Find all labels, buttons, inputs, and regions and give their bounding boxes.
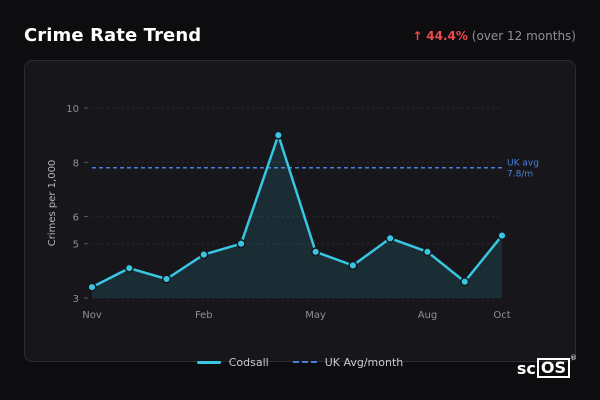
legend-swatch-dashed bbox=[292, 361, 317, 363]
legend-swatch-solid bbox=[196, 360, 221, 364]
brand-boxed: OS bbox=[536, 358, 570, 378]
data-point-6 bbox=[311, 247, 321, 257]
data-point-3 bbox=[199, 250, 209, 260]
data-point-1 bbox=[124, 263, 134, 273]
y-tick-label-1: 5 bbox=[73, 240, 79, 251]
series-area bbox=[92, 135, 502, 298]
y-tick-label-4: 10 bbox=[66, 104, 79, 115]
registered-mark: ® bbox=[570, 354, 577, 362]
brand-logo: sc OS ® bbox=[516, 354, 577, 378]
y-tick-label-0: 3 bbox=[73, 294, 79, 305]
change-period: (over 12 months) bbox=[471, 29, 576, 43]
data-point-7 bbox=[348, 260, 358, 270]
x-tick-label-nov: Nov bbox=[82, 310, 102, 321]
data-point-2 bbox=[161, 274, 172, 284]
x-tick-label-may: May bbox=[305, 310, 326, 321]
data-point-10 bbox=[460, 277, 470, 287]
y-axis-label: Crimes per 1,000 bbox=[47, 160, 58, 247]
change-percent: 44.4% bbox=[426, 29, 468, 43]
legend-item-reference[interactable]: UK Avg/month bbox=[292, 355, 404, 369]
data-point-4 bbox=[236, 239, 246, 249]
data-point-11 bbox=[497, 231, 507, 241]
data-point-5 bbox=[273, 130, 283, 140]
chart-card: 3 5 6 8 10 Crimes per 1,000 Nov Feb May Aug Oct UK … bbox=[24, 60, 576, 362]
legend-label-reference: UK Avg/month bbox=[324, 355, 404, 369]
chart-legend: Codsall UK Avg/month bbox=[0, 354, 600, 370]
y-tick-label-3: 8 bbox=[73, 158, 79, 169]
reference-label-line1: UK avg bbox=[507, 159, 539, 169]
x-tick-label-aug: Aug bbox=[418, 310, 438, 321]
change-indicator: ↑ 44.4% (over 12 months) bbox=[412, 29, 576, 43]
brand-prefix: sc bbox=[516, 358, 536, 378]
trend-up-icon: ↑ bbox=[412, 29, 423, 43]
page-title: Crime Rate Trend bbox=[24, 25, 202, 46]
data-point-0 bbox=[87, 282, 97, 292]
y-tick-label-2: 6 bbox=[73, 213, 79, 224]
data-point-8 bbox=[385, 233, 395, 243]
legend-item-series[interactable]: Codsall bbox=[196, 355, 269, 369]
line-chart: 3 5 6 8 10 Crimes per 1,000 Nov Feb May Aug Oct UK … bbox=[47, 104, 539, 321]
x-tick-label-oct: Oct bbox=[493, 310, 510, 321]
series-line bbox=[91, 133, 503, 289]
x-tick-label-feb: Feb bbox=[195, 310, 213, 321]
legend-label-series: Codsall bbox=[228, 355, 269, 369]
reference-label-line2: 7.8/m bbox=[507, 170, 533, 180]
data-point-9 bbox=[422, 247, 433, 257]
